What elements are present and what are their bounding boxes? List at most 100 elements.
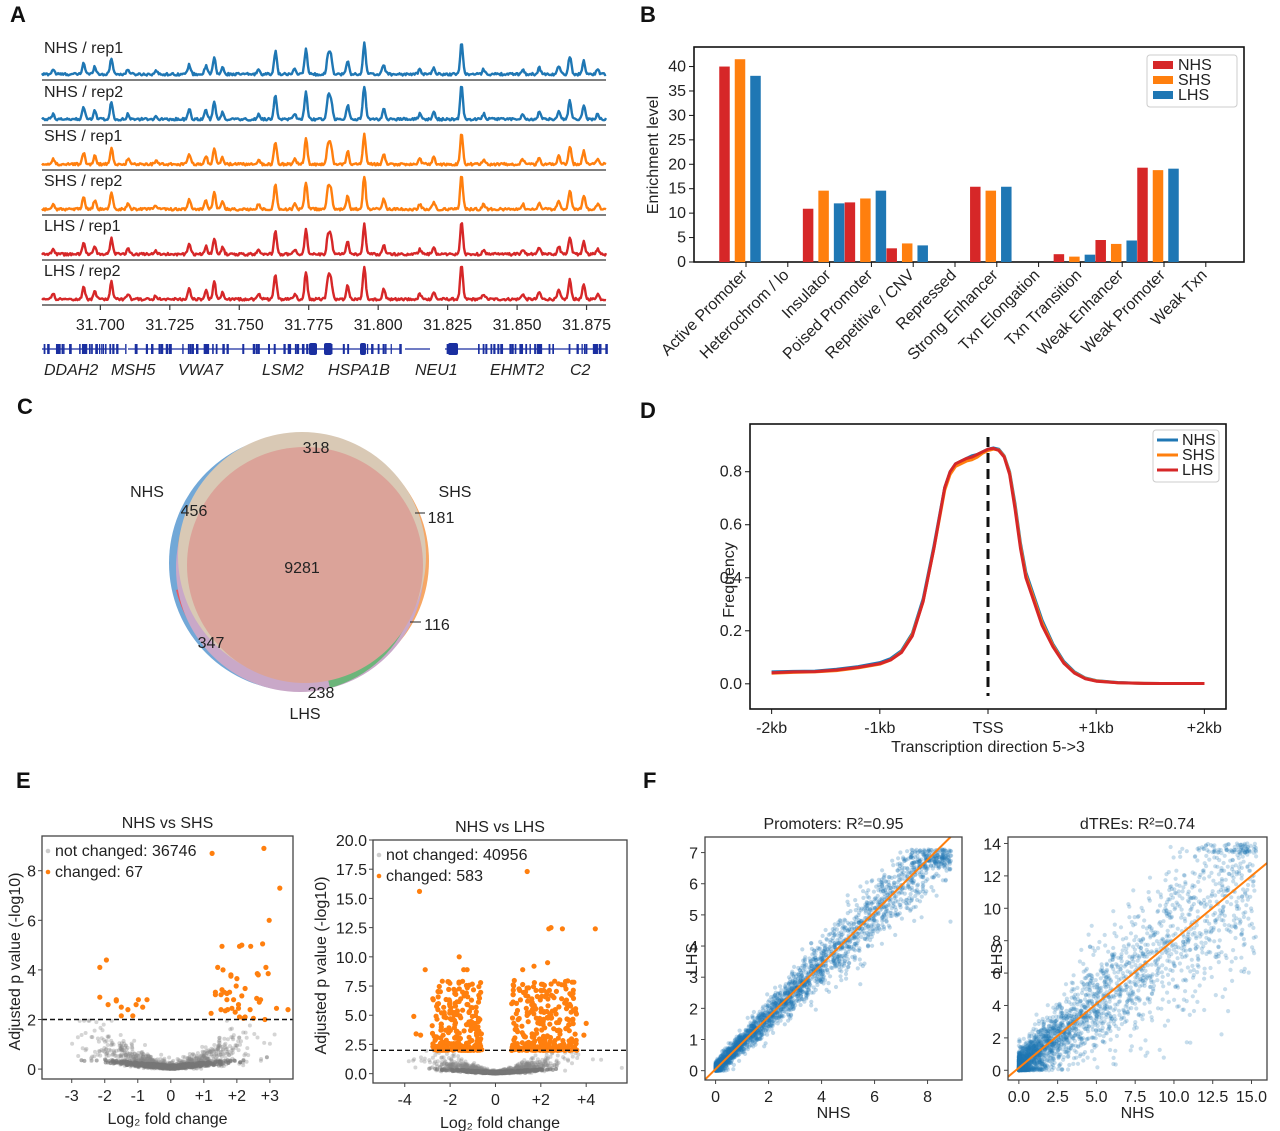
point-not-changed [98, 1053, 103, 1058]
point-not-changed [94, 1058, 99, 1063]
venn-label-lhs: LHS [289, 706, 320, 723]
point-not-changed [94, 1020, 99, 1025]
track-signal-shs [41, 132, 607, 167]
point-changed [533, 1015, 539, 1021]
scatter-point [839, 978, 844, 983]
point-changed [559, 996, 565, 1002]
exon [187, 344, 190, 354]
point-changed [525, 1040, 531, 1046]
point-not-changed [205, 1051, 210, 1056]
point-not-changed [477, 1069, 482, 1074]
point-not-changed [133, 1056, 138, 1061]
point-changed [220, 967, 226, 973]
point-changed [513, 1000, 520, 1007]
point-not-changed [104, 1039, 109, 1043]
point-not-changed [128, 1054, 133, 1059]
exon [536, 344, 540, 354]
point-changed [551, 1041, 557, 1047]
point-changed [258, 997, 264, 1003]
exon [191, 344, 194, 354]
legend-label: LHS [1182, 462, 1213, 479]
point-not-changed [211, 1049, 216, 1053]
panel-letter-d: D [640, 398, 656, 423]
point-not-changed [198, 1057, 203, 1062]
exon [203, 344, 206, 354]
point-not-changed [566, 1057, 570, 1062]
point-not-changed [144, 1056, 148, 1061]
point-changed [456, 954, 462, 960]
point-changed [113, 998, 119, 1004]
point-not-changed [211, 1057, 216, 1061]
point-not-changed [237, 1035, 242, 1040]
bar-nhs-10 [1137, 167, 1148, 262]
point-not-changed [159, 1052, 164, 1057]
point-changed [570, 990, 576, 997]
point-not-changed [258, 1058, 263, 1063]
bar-lhs-9 [1126, 240, 1137, 262]
point-not-changed [110, 1052, 115, 1057]
exon [490, 344, 493, 354]
point-not-changed [243, 1030, 248, 1035]
point-not-changed [123, 1043, 128, 1048]
exon-block [360, 343, 366, 355]
point-not-changed [97, 1049, 102, 1053]
bar-shs-2 [818, 190, 829, 262]
point-not-changed [147, 1058, 152, 1063]
scatter-point [737, 1028, 742, 1033]
point-not-changed [120, 1048, 125, 1052]
point-not-changed [563, 1068, 568, 1073]
point-not-changed [92, 1054, 97, 1059]
exon [82, 344, 85, 354]
point-not-changed [133, 1054, 138, 1059]
point-not-changed [245, 1046, 250, 1051]
venn-count-all: 9281 [284, 560, 320, 577]
point-changed [144, 997, 150, 1003]
point-not-changed [118, 1054, 123, 1059]
point-changed [478, 980, 484, 986]
scatter-point [818, 939, 823, 945]
venn-region-all [187, 447, 423, 683]
exon [268, 344, 270, 354]
point-not-changed [83, 1031, 88, 1035]
point-changed [97, 964, 103, 971]
exon [273, 344, 276, 354]
point-not-changed [80, 1046, 85, 1051]
point-not-changed [200, 1044, 205, 1049]
point-changed [533, 1006, 539, 1012]
point-changed [239, 993, 245, 999]
point-not-changed [427, 1066, 432, 1071]
point-not-changed [119, 1044, 124, 1049]
point-changed [523, 1005, 529, 1011]
point-not-changed [546, 1056, 551, 1061]
point-not-changed [144, 1058, 149, 1063]
point-not-changed [122, 1048, 126, 1053]
point-not-changed [182, 1055, 187, 1060]
exon [509, 344, 512, 354]
point-not-changed [119, 1044, 124, 1049]
x-axis-title: Log₂ fold change [107, 1111, 227, 1128]
point-not-changed [526, 1069, 531, 1074]
point-not-changed [202, 1053, 207, 1058]
bar-shs-10 [1152, 170, 1164, 262]
point-changed [260, 941, 266, 947]
point-changed [540, 1021, 546, 1028]
point-not-changed [214, 1052, 219, 1057]
exon [204, 344, 207, 354]
point-not-changed [84, 1046, 89, 1051]
point-not-changed [570, 1061, 574, 1066]
point-not-changed [197, 1056, 202, 1061]
point-not-changed [140, 1055, 145, 1060]
point-not-changed [525, 1061, 530, 1066]
point-not-changed [187, 1058, 192, 1063]
point-changed [219, 943, 225, 949]
point-not-changed [104, 1047, 109, 1051]
legend-swatch-lhs [1153, 91, 1173, 99]
exon [538, 344, 541, 354]
bar-lhs-2 [833, 203, 845, 262]
point-not-changed [218, 1050, 223, 1055]
point-changed [439, 978, 445, 984]
point-changed [520, 967, 526, 973]
exon [101, 344, 103, 354]
point-not-changed [218, 1052, 223, 1057]
